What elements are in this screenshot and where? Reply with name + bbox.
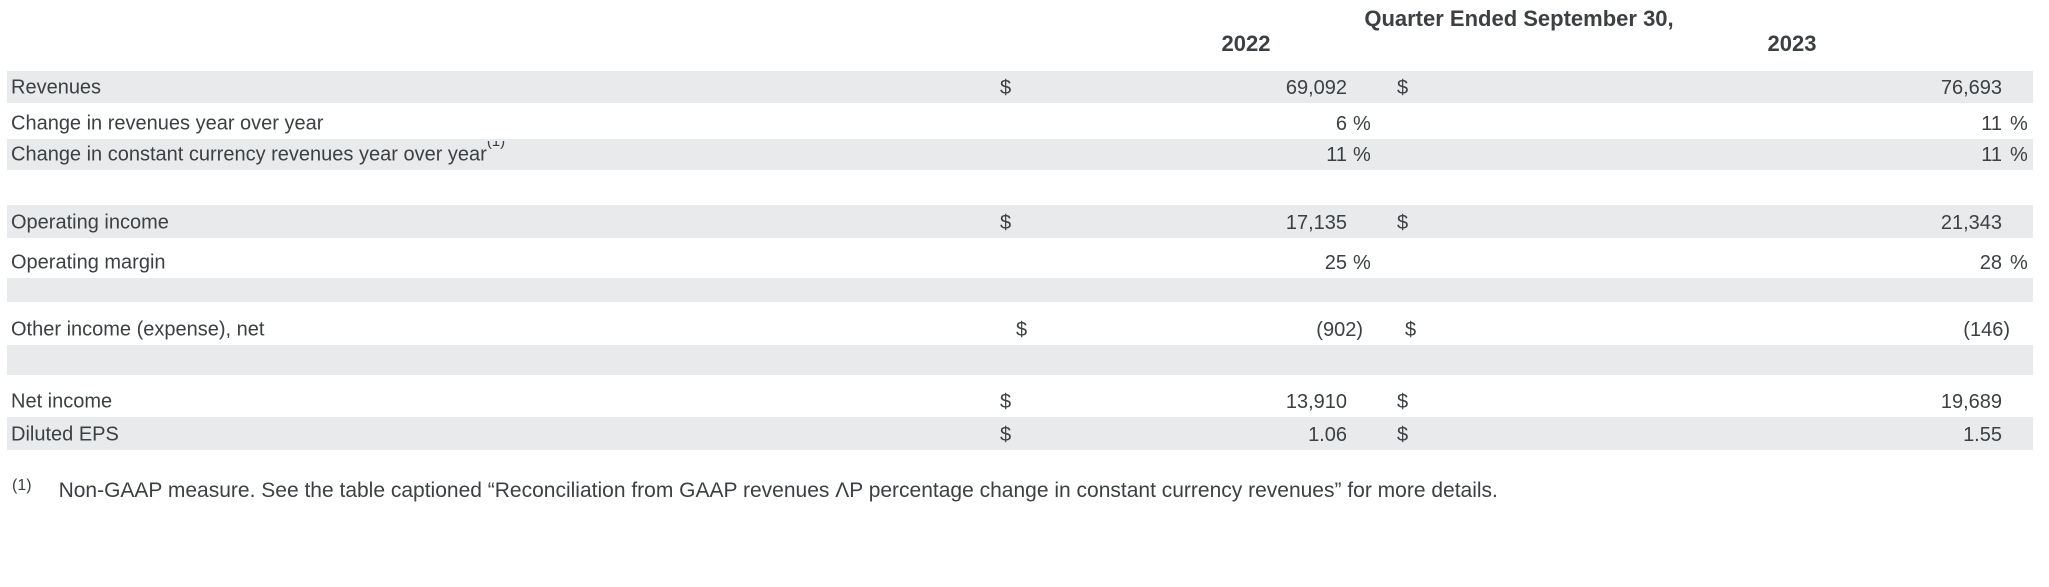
- dollar-sign-2023: $: [1397, 212, 1409, 234]
- row-label: Revenues: [11, 77, 102, 98]
- row-label: Other income (expense), net: [11, 319, 265, 340]
- value-2022: 6: [1335, 113, 1347, 135]
- spacer-row: [7, 278, 2033, 302]
- table-row-other-income: Other income (expense), net $ (902) $ (1…: [7, 302, 2033, 345]
- dollar-sign-2023: $: [1397, 391, 1409, 413]
- suffix-2023: %: [2010, 113, 2028, 135]
- suffix-2022: %: [1353, 113, 1371, 135]
- value-2022: (902): [1316, 319, 1363, 341]
- value-2022: 11: [1326, 144, 1347, 166]
- dollar-sign-2023: $: [1397, 77, 1409, 99]
- row-label: Change in constant currency revenues yea…: [11, 144, 487, 165]
- value-2022: 17,135: [1285, 212, 1347, 234]
- suffix-2023: %: [2010, 252, 2028, 274]
- value-2023: 76,693: [1940, 77, 2002, 99]
- table-header: Quarter Ended September 30, 2022 2023: [7, 0, 2033, 71]
- table-row-operating-margin: Operating margin 25 % 28 %: [7, 238, 2033, 278]
- column-header-2022: 2022: [1221, 31, 1271, 56]
- table-row-diluted-eps: Diluted EPS $ 1.06 $ 1.55: [7, 417, 2033, 450]
- suffix-2022: %: [1353, 144, 1371, 166]
- dollar-sign-2023: $: [1405, 319, 1417, 341]
- spacer-row: [7, 170, 2033, 205]
- value-2022: 1.06: [1308, 424, 1347, 446]
- table-row-change-revenues: Change in revenues year over year 6 % 11…: [7, 103, 2033, 139]
- value-2023: 28: [1979, 252, 2002, 274]
- row-label: Operating income: [11, 212, 169, 233]
- value-2023: 11: [1981, 113, 2002, 135]
- financial-summary-document: Quarter Ended September 30, 2022 2023 Re…: [7, 0, 2033, 503]
- row-label: Diluted EPS: [11, 424, 119, 445]
- value-2022: 13,910: [1285, 391, 1347, 413]
- footnote-ref: (1): [486, 141, 506, 151]
- suffix-2023: %: [2010, 144, 2028, 166]
- dollar-sign-2022: $: [1000, 391, 1012, 413]
- dollar-sign-2022: $: [1000, 424, 1012, 446]
- column-header-2023: 2023: [1767, 31, 1817, 56]
- value-2023: (146): [1963, 319, 2010, 341]
- spacer-row: [7, 345, 2033, 375]
- value-2023: 19,689: [1940, 391, 2002, 413]
- table-row-operating-income: Operating income $ 17,135 $ 21,343: [7, 205, 2033, 238]
- value-2023: 1.55: [1963, 424, 2002, 446]
- table-title: Quarter Ended September 30,: [1364, 6, 1674, 31]
- suffix-2022: %: [1353, 252, 1371, 274]
- table-row-change-constant-currency: Change in constant currency revenues yea…: [7, 139, 2033, 170]
- value-2023: 21,343: [1940, 212, 2002, 234]
- dollar-sign-2022: $: [1000, 77, 1012, 99]
- dollar-sign-2023: $: [1397, 424, 1409, 446]
- value-2023: 11: [1981, 144, 2002, 166]
- value-2022: 69,092: [1285, 77, 1347, 99]
- row-label: Net income: [11, 391, 113, 412]
- row-label: Operating margin: [11, 252, 166, 273]
- footnote-text: Non-GAAP measure. See the table captione…: [58, 479, 1498, 502]
- footnote-marker: (1): [12, 477, 32, 494]
- value-2022: 25: [1324, 252, 1347, 274]
- table-row-revenues: Revenues $ 69,092 $ 76,693: [7, 71, 2033, 103]
- table-row-net-income: Net income $ 13,910 $ 19,689: [7, 375, 2033, 417]
- row-label: Change in revenues year over year: [11, 113, 324, 134]
- dollar-sign-2022: $: [1016, 319, 1028, 341]
- dollar-sign-2022: $: [1000, 212, 1012, 234]
- footnote: (1) Non-GAAP measure. See the table capt…: [7, 477, 2033, 503]
